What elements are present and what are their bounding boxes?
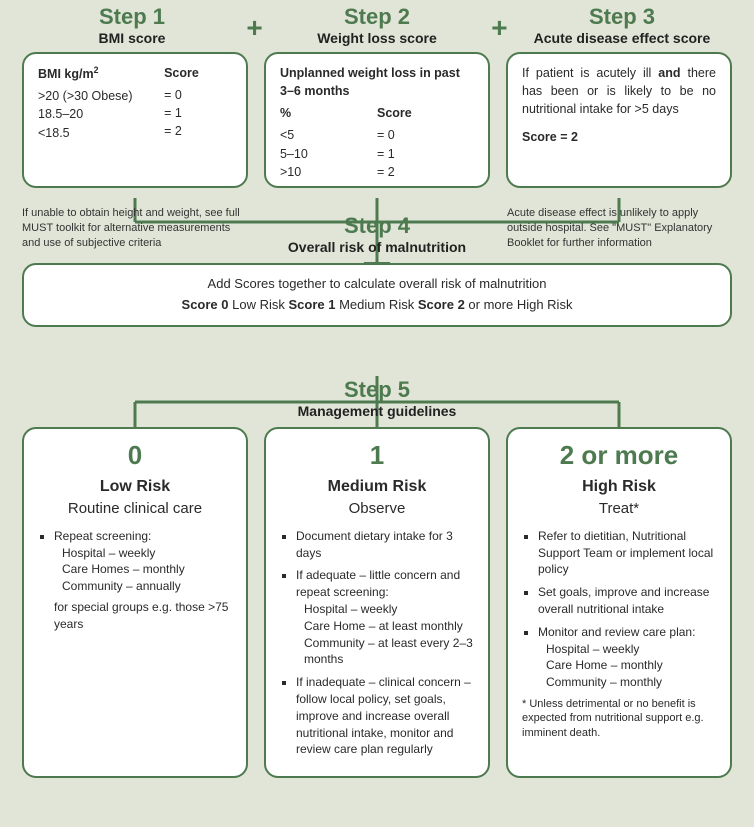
wl-r1c2: = 0 [377, 126, 474, 144]
high-b2: Set goals, improve and increase overall … [538, 584, 716, 618]
high-risk-label: High Risk [522, 475, 716, 498]
overall-line1: Add Scores together to calculate overall… [40, 275, 714, 294]
step3-subtitle: Acute disease effect score [512, 30, 732, 46]
plus-2: + [491, 12, 507, 44]
step2-title: Step 2 [267, 6, 487, 28]
step5-title: Step 5 [0, 379, 754, 401]
note-right: Acute disease effect is unlikely to appl… [507, 206, 732, 251]
step1-title: Step 1 [22, 6, 242, 28]
overall-risk-box: Add Scores together to calculate overall… [22, 263, 732, 328]
low-risk-box: 0 Low Risk Routine clinical care Repeat … [22, 427, 248, 778]
bmi-r2c1: 18.5–20 [38, 105, 164, 123]
acute-score: Score = 2 [522, 128, 716, 146]
med-risk-label: Medium Risk [280, 475, 474, 498]
med-num: 1 [280, 437, 474, 475]
low-action: Routine clinical care [38, 498, 232, 520]
step2-header: Step 2 Weight loss score [267, 6, 487, 46]
med-risk-box: 1 Medium Risk Observe Document dietary i… [264, 427, 490, 778]
low-bullet: Repeat screening: Hospital – weekly Care… [54, 528, 232, 595]
wl-r1c1: <5 [280, 126, 377, 144]
high-action: Treat* [522, 498, 716, 520]
med-b2: If adequate – little concern and repeat … [296, 567, 474, 668]
weightloss-box: Unplanned weight loss in past 3–6 months… [264, 52, 490, 188]
med-action: Observe [280, 498, 474, 520]
bmi-box: BMI kg/m2 >20 (>30 Obese) 18.5–20 <18.5 … [22, 52, 248, 188]
acute-text-pre: If patient is acutely ill [522, 66, 658, 80]
low-risk-label: Low Risk [38, 475, 232, 498]
high-risk-box: 2 or more High Risk Treat* Refer to diet… [506, 427, 732, 778]
wl-r3c2: = 2 [377, 163, 474, 181]
med-b3: If inadequate – clinical concern – follo… [296, 674, 474, 758]
bmi-r1c2: = 0 [164, 86, 232, 104]
guides-row: 0 Low Risk Routine clinical care Repeat … [0, 419, 754, 778]
high-b3: Monitor and review care plan: Hospital –… [538, 624, 716, 691]
wl-r2c2: = 1 [377, 145, 474, 163]
high-b1: Refer to dietitian, Nutritional Support … [538, 528, 716, 578]
acute-box: If patient is acutely ill and there has … [506, 52, 732, 188]
step1-subtitle: BMI score [22, 30, 242, 46]
step5-header: Step 5 Management guidelines [0, 379, 754, 419]
wl-col2-header: Score [377, 104, 474, 122]
bmi-r3c2: = 2 [164, 122, 232, 140]
wl-r2c1: 5–10 [280, 145, 377, 163]
step1-header: Step 1 BMI score [22, 6, 242, 46]
weightloss-title: Unplanned weight loss in past 3–6 months [280, 64, 474, 100]
bmi-col2-header: Score [164, 64, 232, 82]
step3-title: Step 3 [512, 6, 732, 28]
bmi-r2c2: = 1 [164, 104, 232, 122]
plus-1: + [246, 12, 262, 44]
high-num: 2 or more [522, 437, 716, 475]
acute-and: and [658, 66, 680, 80]
wl-col1-header: % [280, 104, 377, 122]
med-b1: Document dietary intake for 3 days [296, 528, 474, 562]
step2-subtitle: Weight loss score [267, 30, 487, 46]
note-left: If unable to obtain height and weight, s… [22, 206, 247, 251]
high-footnote: * Unless detrimental or no benefit is ex… [522, 697, 716, 740]
bmi-r3c1: <18.5 [38, 124, 164, 142]
low-num: 0 [38, 437, 232, 475]
bmi-col1-header: BMI kg/m2 [38, 64, 164, 83]
step5-subtitle: Management guidelines [0, 403, 754, 419]
low-tail: for special groups e.g. those >75 years [38, 599, 232, 634]
overall-line2: Score 0 Low Risk Score 1 Medium Risk Sco… [40, 296, 714, 315]
steps-header-row: Step 1 BMI score + Step 2 Weight loss sc… [0, 0, 754, 46]
wl-r3c1: >10 [280, 163, 377, 181]
step3-header: Step 3 Acute disease effect score [512, 6, 732, 46]
input-boxes-row: BMI kg/m2 >20 (>30 Obese) 18.5–20 <18.5 … [0, 46, 754, 188]
bmi-r1c1: >20 (>30 Obese) [38, 87, 164, 105]
